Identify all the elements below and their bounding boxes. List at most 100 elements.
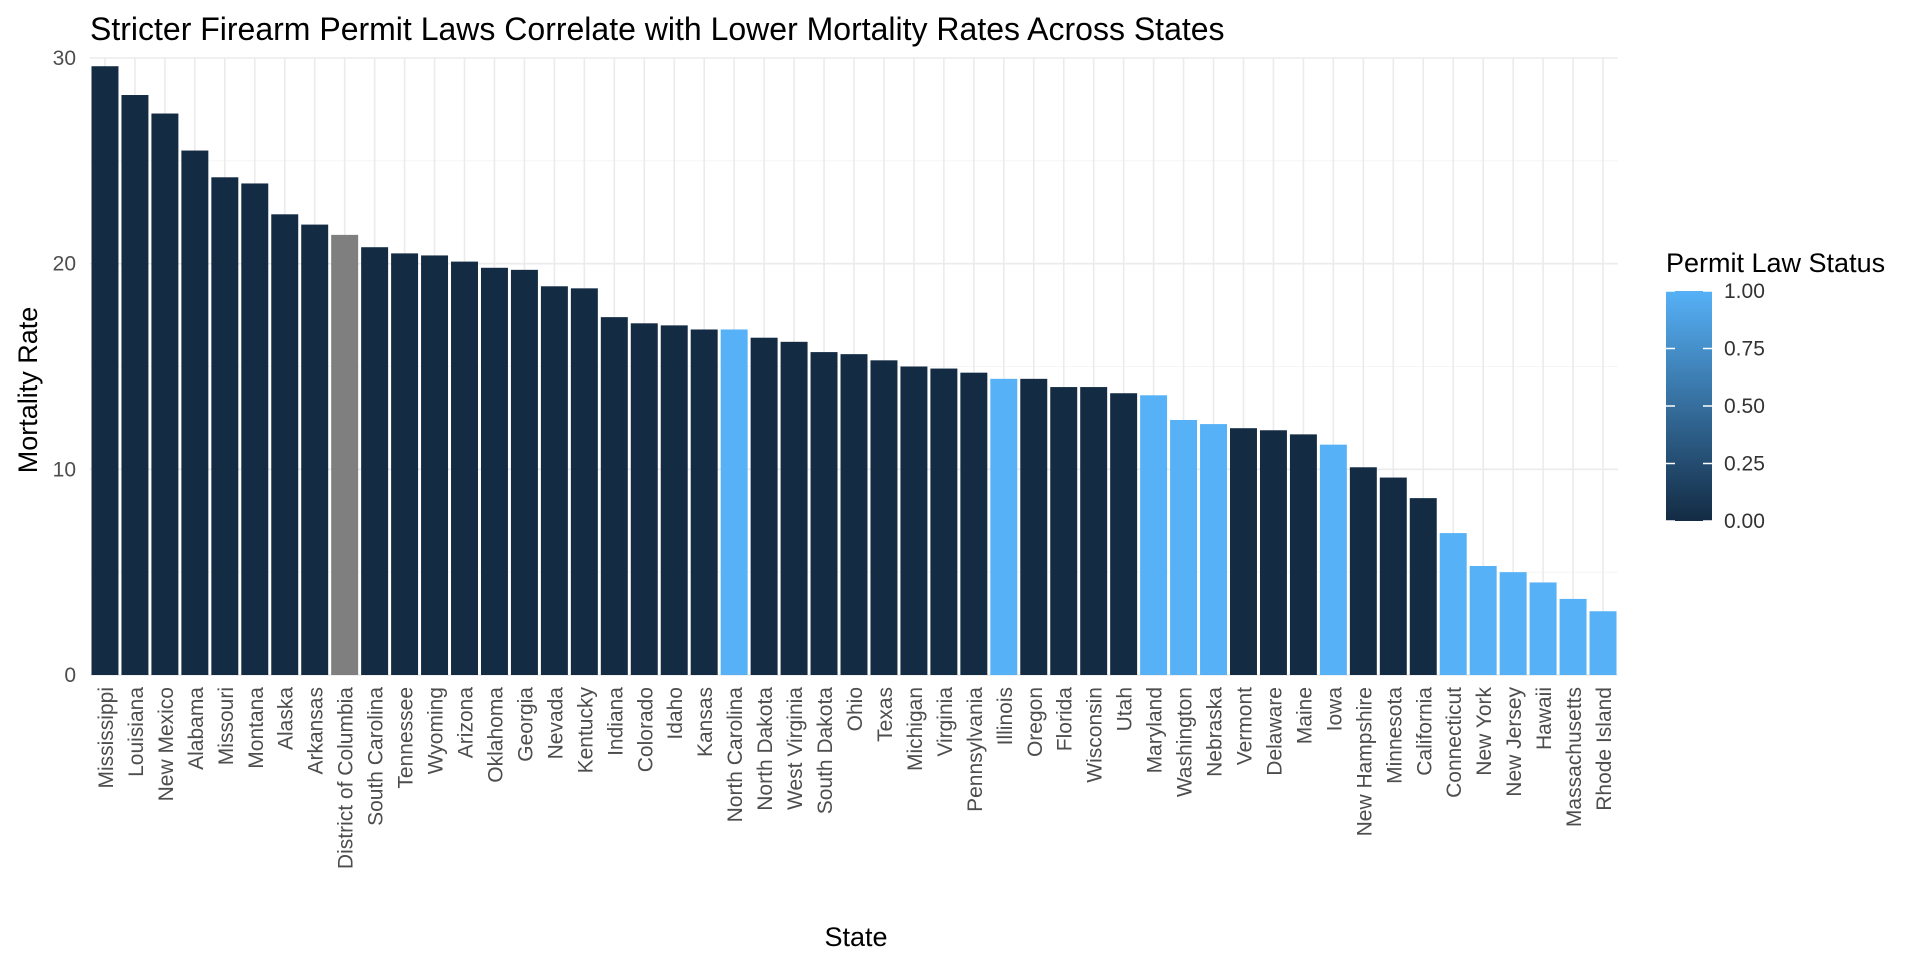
bar-north-carolina — [720, 329, 748, 675]
x-tick-label: Washington — [1174, 687, 1197, 797]
x-tick-label: Oklahoma — [484, 687, 507, 783]
legend-title: Permit Law Status — [1666, 248, 1885, 278]
x-tick-label: New Mexico — [155, 687, 178, 801]
x-tick-label: North Carolina — [724, 687, 747, 823]
x-tick-label: District of Columbia — [335, 687, 358, 869]
bar-idaho — [660, 325, 688, 675]
x-tick-label: West Virginia — [784, 687, 807, 810]
bar-washington — [1170, 419, 1198, 675]
bar-nevada — [540, 286, 568, 675]
bar-pennsylvania — [960, 372, 988, 675]
bar-tennessee — [391, 253, 419, 675]
x-tick-label: Maine — [1293, 687, 1316, 744]
x-axis-ticks: Mississippi Louisiana New Mexico Alabama Mis… — [95, 687, 1616, 870]
x-tick-label: North Dakota — [754, 687, 777, 811]
bar-new-york — [1469, 565, 1497, 675]
x-tick-label: Missouri — [215, 687, 238, 765]
bar-virginia — [930, 368, 958, 675]
y-tick-label: 20 — [53, 253, 76, 276]
bar-arizona — [451, 261, 478, 675]
y-axis-ticks: 0 10 20 30 — [53, 47, 76, 687]
x-tick-label: Alaska — [275, 687, 298, 750]
x-tick-label: Utah — [1114, 687, 1137, 731]
x-tick-label: New Hampshire — [1353, 687, 1376, 836]
bar-alabama — [181, 150, 209, 676]
x-tick-label: California — [1413, 687, 1436, 776]
x-tick-label: Oregon — [1024, 687, 1047, 757]
bar-iowa — [1319, 444, 1347, 675]
x-tick-label: Wisconsin — [1084, 687, 1107, 783]
x-tick-label: Massachusetts — [1563, 687, 1586, 827]
bar-south-dakota — [810, 352, 838, 675]
y-tick-label: 0 — [64, 664, 76, 687]
x-tick-label: Arkansas — [305, 687, 328, 775]
x-tick-label: Florida — [1054, 687, 1077, 752]
chart-title: Stricter Firearm Permit Laws Correlate w… — [90, 11, 1225, 47]
bar-georgia — [510, 269, 538, 675]
x-tick-label: New York — [1473, 687, 1496, 776]
bar-louisiana — [121, 95, 149, 675]
x-tick-label: Ohio — [844, 687, 867, 731]
x-tick-label: Illinois — [994, 687, 1017, 745]
legend-ticks: 1.00 0.75 0.50 0.25 0.00 — [1666, 280, 1765, 533]
bar-colorado — [630, 323, 658, 675]
x-tick-label: Connecticut — [1443, 687, 1466, 798]
bar-west-virginia — [780, 341, 808, 675]
bar-maine — [1289, 434, 1317, 675]
bar-nebraska — [1200, 424, 1228, 675]
x-tick-label: Louisiana — [125, 687, 148, 777]
bar-vermont — [1230, 428, 1257, 675]
x-tick-label: Maryland — [1144, 687, 1167, 773]
bar-kentucky — [570, 288, 598, 675]
x-tick-label: Delaware — [1263, 687, 1286, 776]
legend-tick-label: 0.00 — [1724, 510, 1765, 533]
x-tick-label: Arizona — [455, 687, 478, 759]
bar-alaska — [271, 214, 299, 675]
bar-california — [1409, 498, 1437, 675]
bar-new-jersey — [1499, 572, 1527, 675]
x-tick-label: Mississippi — [95, 687, 118, 789]
bar-indiana — [600, 317, 628, 675]
y-tick-label: 10 — [53, 458, 76, 481]
bar-south-carolina — [361, 247, 389, 676]
y-tick-label: 30 — [53, 47, 76, 70]
legend-tick-label: 1.00 — [1724, 280, 1765, 303]
y-axis-title: Mortality Rate — [13, 307, 43, 474]
x-tick-label: Nevada — [544, 687, 567, 760]
x-tick-label: Kentucky — [574, 687, 597, 774]
bar-new-hampshire — [1349, 467, 1377, 675]
x-tick-label: Minnesota — [1383, 687, 1406, 784]
x-tick-label: Alabama — [185, 687, 208, 770]
x-tick-label: Tennessee — [395, 687, 418, 789]
x-tick-label: Georgia — [514, 687, 537, 762]
bar-montana — [241, 183, 269, 675]
bar-oklahoma — [480, 267, 508, 675]
bar-missouri — [211, 177, 239, 675]
x-tick-label: Texas — [874, 687, 897, 742]
legend: Permit Law Status 1.00 0.75 0.50 0.25 0.00 — [1666, 248, 1885, 533]
bar-wisconsin — [1080, 387, 1108, 675]
bar-maryland — [1140, 395, 1168, 675]
x-tick-label: Colorado — [634, 687, 657, 772]
x-tick-label: South Carolina — [365, 687, 388, 826]
bar-district-of-columbia — [331, 234, 359, 675]
bar-massachusetts — [1559, 598, 1587, 675]
bar-texas — [870, 360, 898, 675]
x-tick-label: Wyoming — [425, 687, 448, 774]
legend-tick-label: 0.50 — [1724, 395, 1765, 418]
legend-tick-label: 0.75 — [1724, 338, 1765, 361]
bars — [91, 66, 1617, 676]
x-tick-label: South Dakota — [814, 687, 837, 815]
bar-new-mexico — [151, 113, 179, 675]
bar-michigan — [900, 366, 928, 675]
bar-wyoming — [421, 255, 449, 675]
x-tick-label: Virginia — [934, 687, 957, 757]
x-tick-label: Iowa — [1323, 687, 1346, 732]
x-tick-label: Pennsylvania — [964, 687, 987, 812]
x-tick-label: New Jersey — [1503, 687, 1526, 797]
bar-rhode-island — [1589, 611, 1617, 675]
x-tick-label: Michigan — [904, 687, 927, 771]
x-tick-label: Vermont — [1233, 687, 1256, 765]
bar-utah — [1110, 393, 1138, 675]
